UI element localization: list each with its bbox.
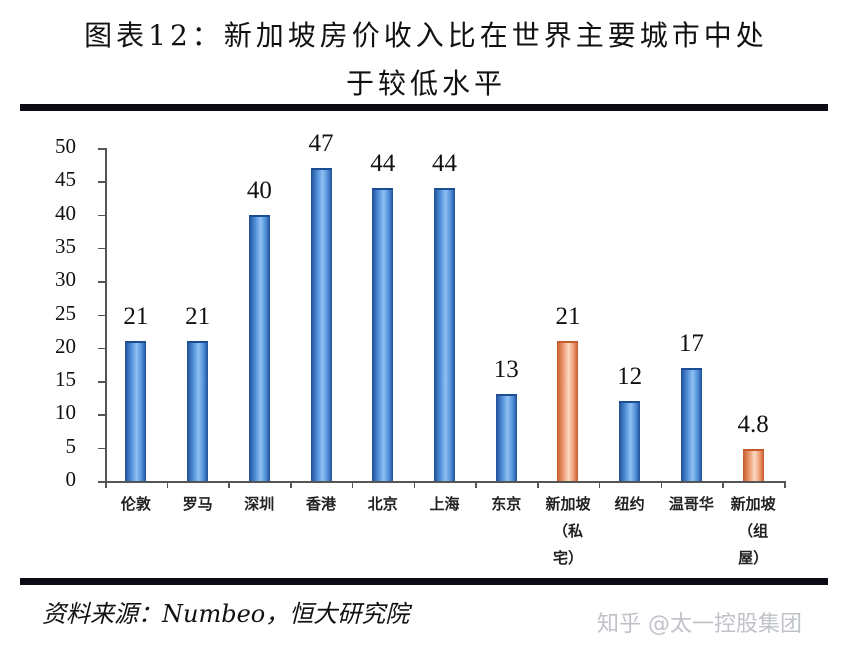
- bar: [248, 214, 270, 481]
- x-tick: [105, 481, 107, 488]
- y-tick: [98, 281, 105, 283]
- bar: [125, 341, 147, 481]
- x-tick: [722, 481, 724, 488]
- source-divider: [20, 578, 828, 585]
- bar-value-label: 44: [432, 149, 457, 177]
- x-category-label: 北京: [352, 491, 414, 518]
- bar-highlight: [557, 341, 579, 481]
- bar: [434, 187, 455, 481]
- y-tick-label: 15: [55, 367, 76, 392]
- x-category-label: 上海: [414, 491, 476, 518]
- x-category-label-line: 屋）: [738, 549, 769, 567]
- y-tick-label: 25: [55, 300, 76, 325]
- x-tick: [351, 481, 354, 488]
- x-category-label: 香港: [290, 491, 352, 518]
- x-tick: [475, 481, 477, 488]
- x-category-label-line: 上海: [429, 495, 460, 513]
- x-category-label: 伦敦: [105, 491, 167, 518]
- bar: [310, 167, 332, 481]
- y-tick: [98, 181, 105, 183]
- y-tick: [98, 214, 105, 217]
- bar-value-label: 47: [308, 129, 334, 157]
- y-tick: [98, 481, 105, 483]
- bar-value-label: 17: [678, 329, 704, 357]
- y-tick-label: 5: [65, 433, 77, 458]
- x-axis: [105, 481, 784, 483]
- y-tick: [98, 381, 105, 383]
- x-category-label-line: 宅）: [552, 549, 583, 567]
- x-category-label: 新加坡 （私宅）: [537, 491, 599, 572]
- y-tick: [98, 347, 105, 350]
- x-tick: [784, 481, 786, 488]
- x-tick: [228, 481, 230, 488]
- watermark: 知乎 @太一控股集团: [597, 612, 802, 637]
- x-tick: [537, 481, 539, 488]
- x-category-label-line: 北京: [367, 495, 398, 513]
- bar: [495, 394, 517, 481]
- bar: [372, 187, 394, 481]
- x-tick: [290, 481, 292, 488]
- bar: [619, 401, 641, 481]
- bar-highlight: [742, 449, 764, 481]
- bar-value-label: 21: [123, 303, 149, 331]
- x-category-label-line: 新加坡: [730, 495, 776, 513]
- y-tick: [98, 247, 105, 250]
- y-tick: [98, 314, 105, 316]
- x-category-label: 纽约: [599, 491, 661, 518]
- x-category-label-line: 香港: [306, 495, 337, 513]
- x-category-label-line: 东京: [491, 495, 522, 513]
- bar: [187, 341, 209, 481]
- x-category-label-line: （私: [552, 522, 583, 540]
- bar: [680, 367, 702, 481]
- x-category-label: 新加坡 （组屋）: [722, 491, 784, 572]
- bar-value-label: 40: [246, 176, 272, 204]
- x-category-label-line: （组: [738, 522, 769, 540]
- x-category-label-line: 温哥华: [668, 495, 714, 513]
- bar-value-label: 4.8: [737, 411, 769, 439]
- x-tick: [166, 481, 169, 488]
- x-tick: [660, 481, 663, 488]
- y-tick-label: 10: [55, 400, 76, 425]
- x-category-label-line: 伦敦: [120, 495, 151, 513]
- y-tick-label: 0: [65, 467, 77, 491]
- x-category-label-line: 纽约: [614, 495, 645, 513]
- y-tick-label: 20: [55, 333, 76, 358]
- y-axis: [105, 148, 107, 482]
- x-category-label: 东京: [475, 491, 537, 518]
- x-category-label-line: 罗马: [182, 495, 213, 513]
- x-category-label: 深圳: [228, 491, 290, 518]
- bar-value-label: 21: [185, 303, 211, 331]
- chart-title-line2: 于较低水平: [345, 67, 506, 100]
- y-tick: [98, 414, 105, 416]
- x-category-label-line: 新加坡: [545, 495, 591, 513]
- bar-value-label: 21: [555, 303, 581, 331]
- x-category-label: 温哥华: [660, 491, 722, 518]
- y-tick-label: 45: [55, 167, 76, 192]
- chart-title-line1: 图表12：新加坡房价收入比在世界主要城市中处: [84, 19, 768, 52]
- y-tick-label: 35: [55, 233, 76, 258]
- y-tick: [98, 447, 105, 450]
- bar-value-label: 44: [370, 149, 396, 177]
- bar-chart: 0 5 10 15 20 25 30 35 40 45 50 21 伦敦 21 罗马 40 深圳 47 香港 44 北京…: [0, 120, 852, 580]
- x-tick: [598, 481, 601, 488]
- bar-value-label: 12: [617, 363, 643, 391]
- bar-value-label: 13: [493, 356, 519, 384]
- y-tick-label: 40: [55, 200, 76, 225]
- x-category-label: 罗马: [167, 491, 229, 518]
- y-tick-label: 30: [55, 267, 76, 292]
- x-category-label-line: 深圳: [244, 495, 275, 513]
- x-tick: [413, 481, 416, 488]
- y-tick-label: 50: [55, 134, 76, 158]
- title-divider: [20, 104, 828, 111]
- y-tick: [98, 148, 105, 150]
- source-note: 资料来源：Numbeo，恒大研究院: [42, 600, 410, 628]
